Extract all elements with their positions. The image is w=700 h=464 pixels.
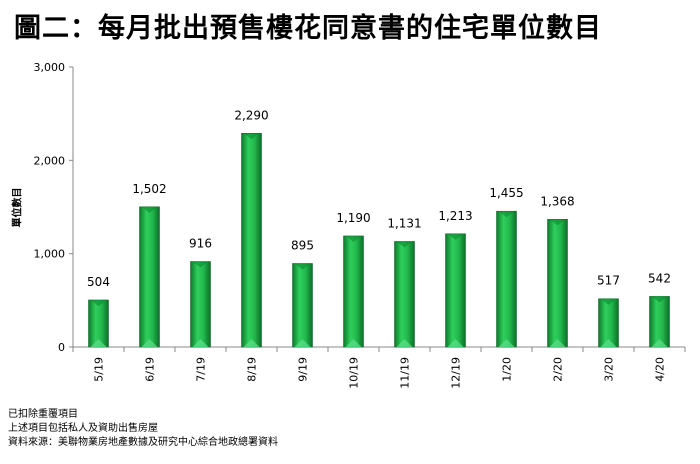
chart-title: 圖二：每月批出預售樓花同意書的住宅單位數目 (14, 13, 602, 44)
data-label: 1,455 (489, 186, 523, 200)
note-source: 資料來源：美聯物業房地產數據及研究中心綜合地政總署資料 (8, 437, 278, 448)
bar-top-bevel (345, 235, 362, 242)
data-label: 1,213 (438, 209, 472, 223)
data-label: 504 (87, 275, 110, 289)
bar-highlight (345, 339, 362, 347)
bar-highlight (447, 339, 464, 347)
x-tick-label: 8/19 (246, 357, 259, 382)
bar-top-bevel (90, 299, 107, 306)
x-tick-label: 1/20 (501, 357, 514, 382)
bar-highlight (549, 339, 566, 347)
data-label: 517 (597, 274, 620, 288)
bar-10-19 (343, 235, 364, 348)
bar-9-19 (292, 263, 313, 348)
y-tick-label: 3,000 (34, 61, 66, 74)
data-label: 916 (189, 237, 212, 251)
bar-highlight (651, 339, 668, 347)
bar-1-20 (496, 210, 517, 348)
bar-top-bevel (294, 263, 311, 270)
x-tick-label: 3/20 (603, 357, 616, 382)
bar-highlight (600, 339, 617, 347)
bar-top-bevel (549, 219, 566, 226)
data-label: 1,190 (336, 211, 370, 225)
y-tick-label: 2,000 (34, 154, 66, 167)
x-tick-label: 2/20 (552, 357, 565, 382)
y-tick-label: 0 (58, 341, 65, 354)
bar-highlight (141, 339, 158, 347)
x-tick-label: 9/19 (297, 357, 310, 382)
data-label: 1,502 (132, 182, 166, 196)
bar-highlight (498, 339, 515, 347)
x-tick-label: 11/19 (399, 357, 412, 389)
bar-highlight (396, 339, 413, 347)
data-label: 2,290 (234, 108, 268, 122)
bar-highlight (90, 339, 107, 347)
bar-2-20 (547, 219, 568, 348)
note-deduplicated: 已扣除重覆項目 (8, 409, 78, 420)
data-label: 1,131 (387, 216, 421, 230)
data-label: 542 (648, 271, 671, 285)
bar-top-bevel (600, 298, 617, 305)
x-tick-label: 7/19 (195, 357, 208, 382)
bar-7-19 (190, 261, 211, 348)
bar-top-bevel (651, 296, 668, 303)
x-tick-label: 10/19 (348, 357, 361, 389)
x-tick-label: 12/19 (450, 357, 463, 389)
bar-top-bevel (192, 261, 209, 268)
bar-6-19 (139, 206, 160, 348)
bar-top-bevel (498, 211, 515, 218)
bar-8-19 (241, 133, 262, 348)
data-label: 1,368 (540, 194, 574, 208)
bar-highlight (243, 339, 260, 347)
x-tick-label: 4/20 (654, 357, 667, 382)
bar-top-bevel (396, 241, 413, 248)
bar-top-bevel (243, 133, 260, 140)
note-scope: 上述項目包括私人及資助出售房屋 (8, 423, 158, 434)
y-tick-label: 1,000 (34, 248, 66, 261)
bar-top-bevel (141, 206, 158, 213)
x-tick-label: 5/19 (93, 357, 106, 382)
bar-highlight (294, 339, 311, 347)
bar-top-bevel (447, 233, 464, 240)
bar-highlight (192, 339, 209, 347)
bar-11-19 (394, 241, 415, 348)
bar-12-19 (445, 233, 466, 348)
x-tick-label: 6/19 (144, 357, 157, 382)
data-label: 895 (291, 238, 314, 252)
